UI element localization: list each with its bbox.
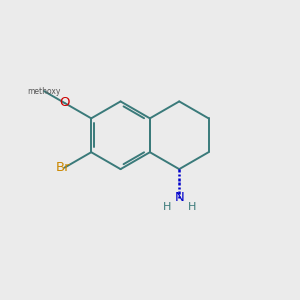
Text: O: O [59, 96, 70, 110]
Text: Br: Br [56, 161, 70, 174]
Text: H: H [188, 202, 196, 212]
Text: H: H [163, 202, 171, 212]
Text: N: N [174, 190, 184, 204]
Text: methoxy: methoxy [27, 87, 61, 96]
